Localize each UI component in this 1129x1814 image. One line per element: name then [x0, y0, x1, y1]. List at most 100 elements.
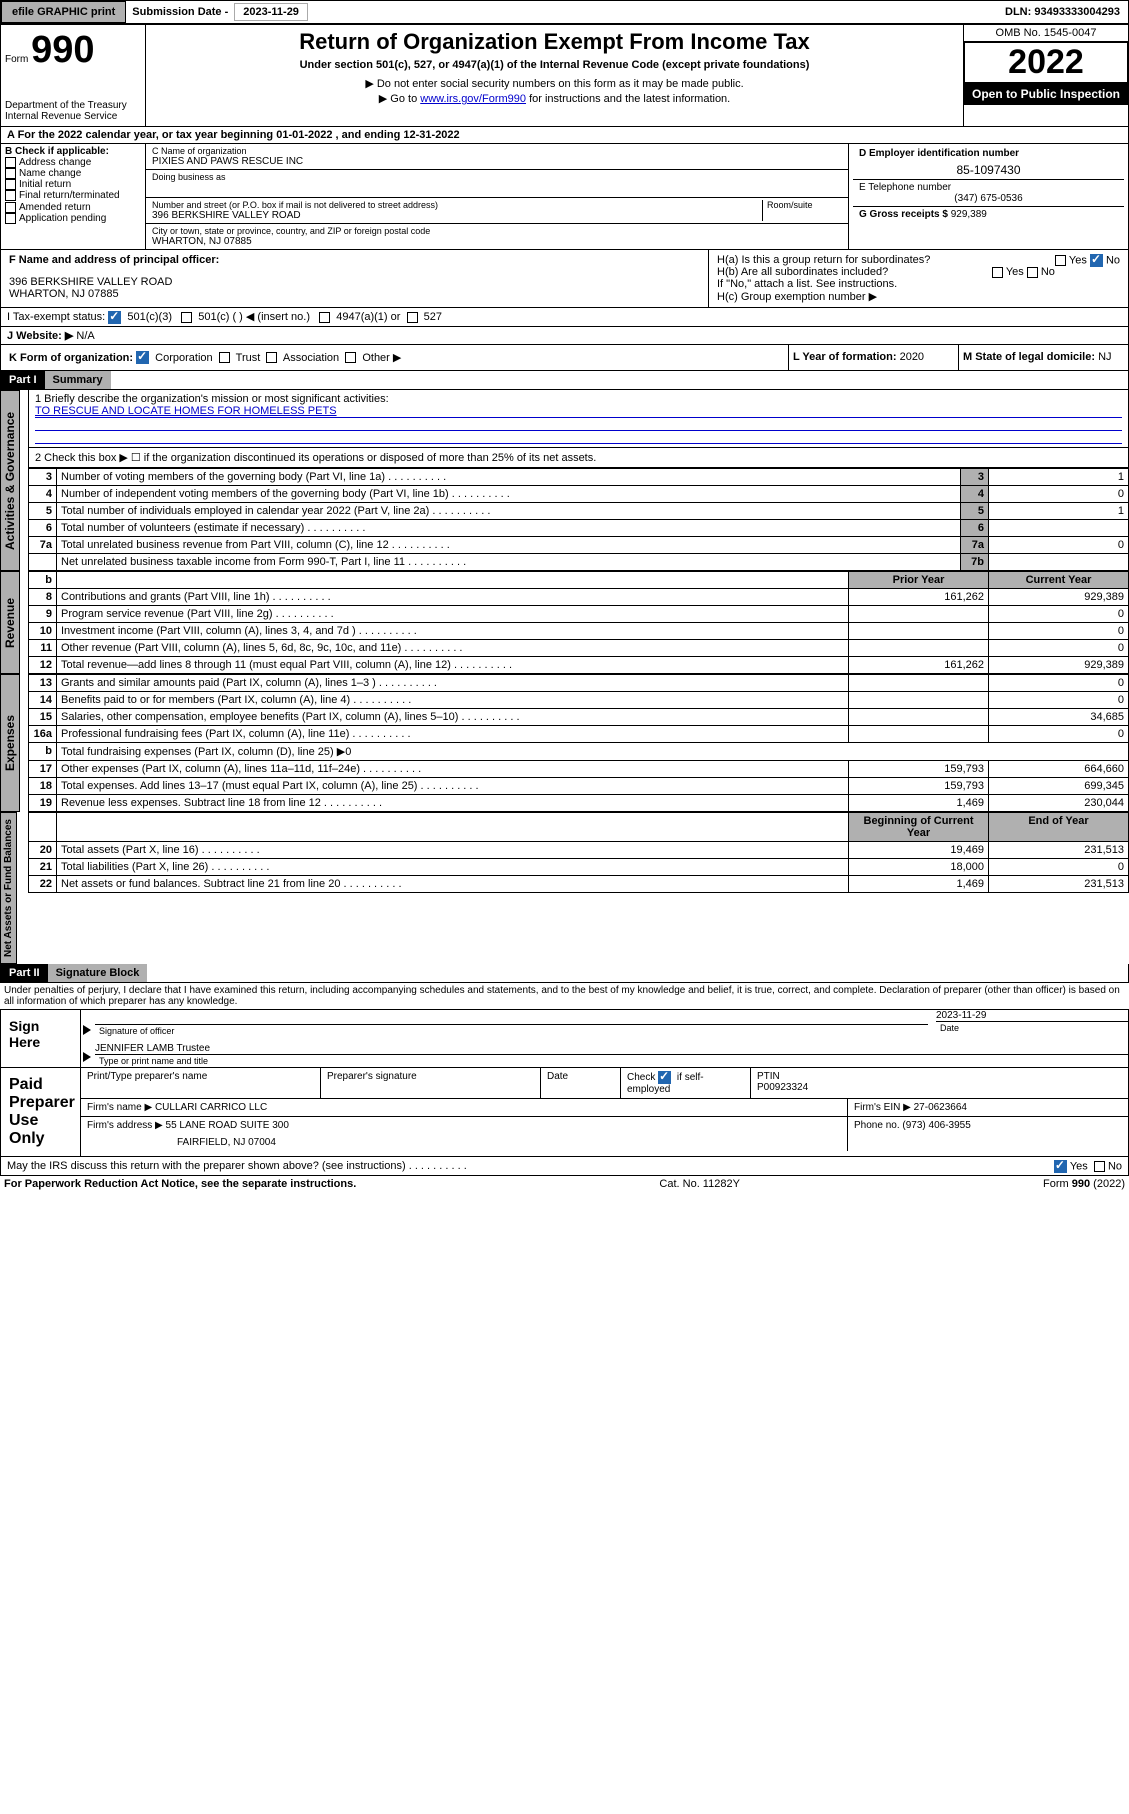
- table-row: 8Contributions and grants (Part VIII, li…: [29, 589, 1129, 606]
- addr-label: Number and street (or P.O. box if mail i…: [152, 200, 762, 210]
- city-label: City or town, state or province, country…: [152, 226, 842, 236]
- officer-name: JENNIFER LAMB Trustee: [95, 1043, 1128, 1054]
- officer-addr2: WHARTON, NJ 07885: [9, 288, 700, 300]
- corp-checkbox[interactable]: [136, 351, 149, 364]
- firm-addr2: FAIRFIELD, NJ 07004: [177, 1137, 841, 1148]
- firm-addr1: 55 LANE ROAD SUITE 300: [166, 1120, 289, 1131]
- table-row: 7aTotal unrelated business revenue from …: [29, 537, 1129, 554]
- discuss-yes-checkbox[interactable]: [1054, 1160, 1067, 1173]
- form-subtitle: Under section 501(c), 527, or 4947(a)(1)…: [154, 59, 955, 71]
- org-name: PIXIES AND PAWS RESCUE INC: [152, 156, 842, 167]
- form-header: Form 990 Department of the Treasury Inte…: [0, 24, 1129, 127]
- sign-here-label: Sign Here: [1, 1010, 81, 1067]
- section-ij: I Tax-exempt status: 501(c)(3) 501(c) ( …: [0, 308, 1129, 345]
- irs-label: Internal Revenue Service: [5, 111, 141, 122]
- 501c3-checkbox[interactable]: [108, 311, 121, 324]
- dln-label: DLN:: [1005, 6, 1031, 18]
- prep-name-label: Print/Type preparer's name: [81, 1068, 321, 1098]
- part1-num: Part I: [1, 371, 45, 389]
- table-row: 3Number of voting members of the governi…: [29, 469, 1129, 486]
- dln-value: 93493333004293: [1034, 6, 1120, 18]
- end-year-header: End of Year: [989, 813, 1129, 842]
- firm-ein-label: Firm's EIN ▶: [854, 1102, 911, 1113]
- hb-label: H(b) Are all subordinates included?: [717, 266, 888, 278]
- irs-link[interactable]: www.irs.gov/Form990: [420, 93, 526, 105]
- form-org-label: K Form of organization:: [9, 352, 133, 364]
- year-formation-value: 2020: [900, 351, 924, 363]
- revenue-table: bPrior YearCurrent Year 8Contributions a…: [28, 571, 1129, 674]
- summary-top-table: 3Number of voting members of the governi…: [28, 468, 1129, 571]
- arrow-icon: [83, 1052, 91, 1062]
- expenses-label: Expenses: [0, 674, 20, 812]
- website-value: N/A: [76, 330, 94, 342]
- firm-addr-label: Firm's address ▶: [87, 1120, 163, 1131]
- city-value: WHARTON, NJ 07885: [152, 236, 842, 247]
- table-row: 4Number of independent voting members of…: [29, 486, 1129, 503]
- year-formation-label: L Year of formation:: [793, 351, 897, 363]
- domicile-value: NJ: [1098, 351, 1111, 363]
- form-ref: Form 990 (2022): [1043, 1178, 1125, 1190]
- ha-no-checkbox[interactable]: [1090, 254, 1103, 267]
- line2: 2 Check this box ▶ ☐ if the organization…: [28, 448, 1129, 468]
- netassets-label: Net Assets or Fund Balances: [0, 812, 17, 964]
- submission-date-label: Submission Date -: [126, 4, 234, 20]
- ptin-label: PTIN: [757, 1071, 1122, 1082]
- table-row: bTotal fundraising expenses (Part IX, co…: [29, 743, 1129, 761]
- self-employed-checkbox[interactable]: [658, 1071, 671, 1084]
- ein-value: 85-1097430: [859, 163, 1118, 177]
- part1-header: Part ISummary: [0, 371, 1129, 390]
- prep-sig-label: Preparer's signature: [321, 1068, 541, 1098]
- firm-name: CULLARI CARRICO LLC: [155, 1102, 267, 1113]
- table-row: 17Other expenses (Part IX, column (A), l…: [29, 761, 1129, 778]
- type-name-label: Type or print name and title: [95, 1054, 1128, 1067]
- dln: DLN: 93493333004293: [997, 4, 1128, 20]
- efile-print-button[interactable]: efile GRAPHIC print: [1, 1, 126, 23]
- arrow-icon: [83, 1025, 91, 1035]
- sig-officer-label: Signature of officer: [95, 1024, 928, 1037]
- domicile-label: M State of legal domicile:: [963, 351, 1095, 363]
- col-b: B Check if applicable: Address change Na…: [1, 144, 146, 249]
- table-row: 20Total assets (Part X, line 16)19,46923…: [29, 842, 1129, 859]
- gross-label: G Gross receipts $: [859, 209, 948, 220]
- form-title: Return of Organization Exempt From Incom…: [154, 29, 955, 55]
- date-label: Date: [936, 1021, 1128, 1034]
- mission-label: 1 Briefly describe the organization's mi…: [35, 393, 1122, 405]
- website-label: J Website: ▶: [7, 330, 73, 342]
- table-row: 14Benefits paid to or for members (Part …: [29, 692, 1129, 709]
- summary-block: Activities & Governance 1 Briefly descri…: [0, 390, 1129, 571]
- table-row: 10Investment income (Part VIII, column (…: [29, 623, 1129, 640]
- table-row: Net unrelated business taxable income fr…: [29, 554, 1129, 571]
- footer: For Paperwork Reduction Act Notice, see …: [0, 1176, 1129, 1192]
- table-row: 9Program service revenue (Part VIII, lin…: [29, 606, 1129, 623]
- current-year-header: Current Year: [989, 572, 1129, 589]
- col-d: D Employer identification number 85-1097…: [848, 144, 1128, 249]
- omb-number: OMB No. 1545-0047: [964, 25, 1128, 42]
- table-row: 5Total number of individuals employed in…: [29, 503, 1129, 520]
- prep-date-label: Date: [541, 1068, 621, 1098]
- org-name-label: C Name of organization: [152, 146, 842, 156]
- table-row: 21Total liabilities (Part X, line 26)18,…: [29, 859, 1129, 876]
- table-row: 18Total expenses. Add lines 13–17 (must …: [29, 778, 1129, 795]
- part2-num: Part II: [1, 964, 48, 982]
- begin-year-header: Beginning of Current Year: [849, 813, 989, 842]
- period-end: 12-31-2022: [403, 129, 459, 141]
- declaration-text: Under penalties of perjury, I declare th…: [0, 983, 1129, 1009]
- period-row: A For the 2022 calendar year, or tax yea…: [0, 127, 1129, 144]
- warning-1: ▶ Do not enter social security numbers o…: [154, 77, 955, 90]
- expenses-table: 13Grants and similar amounts paid (Part …: [28, 674, 1129, 812]
- revenue-label: Revenue: [0, 571, 20, 674]
- room-label: Room/suite: [762, 200, 842, 221]
- table-row: 22Net assets or fund balances. Subtract …: [29, 876, 1129, 893]
- phone-label: E Telephone number: [859, 182, 1118, 193]
- period-begin: 01-01-2022: [276, 129, 332, 141]
- hc-label: H(c) Group exemption number ▶: [717, 290, 1120, 303]
- prep-phone: (973) 406-3955: [902, 1120, 970, 1131]
- table-row: 6Total number of volunteers (estimate if…: [29, 520, 1129, 537]
- tax-status-label: I Tax-exempt status:: [7, 311, 105, 323]
- mission-value: TO RESCUE AND LOCATE HOMES FOR HOMELESS …: [35, 405, 1122, 417]
- activities-label: Activities & Governance: [0, 390, 20, 571]
- prep-phone-label: Phone no.: [854, 1120, 900, 1131]
- part2-header: Part IISignature Block: [0, 964, 1129, 983]
- col-h: H(a) Is this a group return for subordin…: [708, 250, 1128, 307]
- cat-number: Cat. No. 11282Y: [659, 1178, 740, 1190]
